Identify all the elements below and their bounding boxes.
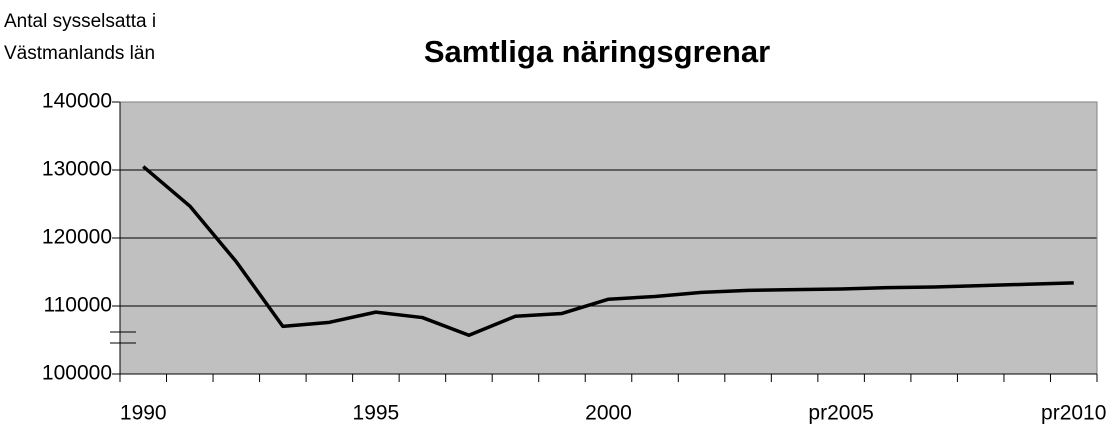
x-tick-label: pr2010 [1041, 402, 1106, 425]
x-tick-label: 1995 [353, 402, 400, 425]
y-tick-label: 110000 [43, 294, 112, 317]
y-tick-label: 130000 [42, 158, 112, 181]
y-tick-label: 120000 [42, 226, 112, 249]
y-tick-label: 100000 [42, 362, 112, 385]
x-tick-label: pr2005 [808, 402, 873, 425]
data-line [142, 165, 1074, 337]
y-tick-label: 140000 [42, 90, 112, 113]
y-axis-label: Västmanlands län [4, 43, 155, 64]
x-tick-label: 1990 [120, 402, 167, 425]
y-axis-label: Antal sysselsatta i [4, 11, 156, 32]
chart-title: Samtliga näringsgrenar [424, 34, 770, 69]
x-tick-label: 2000 [585, 402, 632, 425]
